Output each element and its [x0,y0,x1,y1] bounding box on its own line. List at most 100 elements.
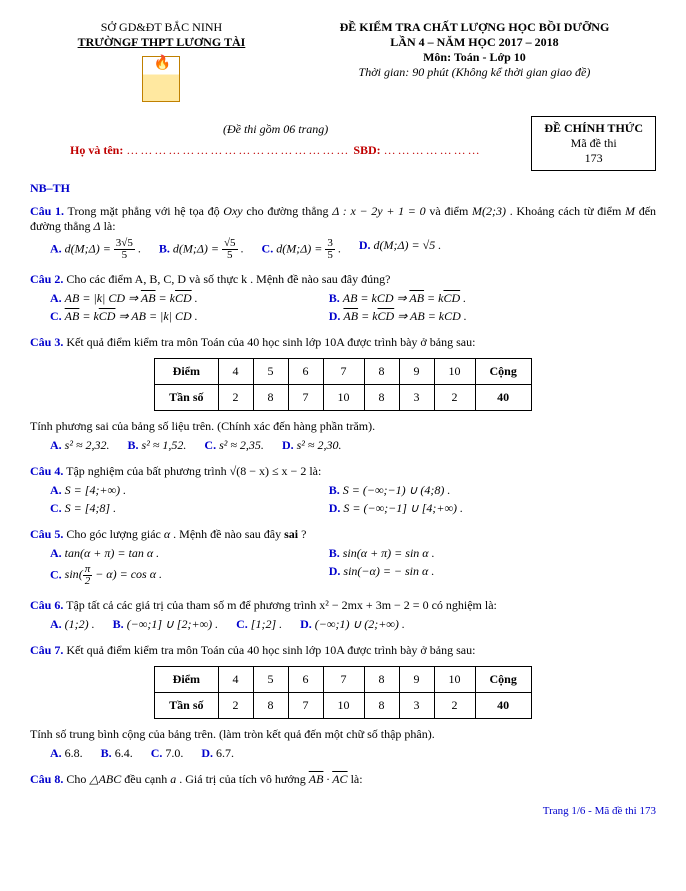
q3-h6: 9 [399,359,434,385]
q3-h8: Cộng [475,359,531,385]
q3-C-l: C. [204,438,216,452]
header-right: ĐỀ KIỂM TRA CHẤT LƯỢNG HỌC BỒI DƯỠNG LẦN… [293,20,656,108]
sbd-dots: ………………… [384,143,482,157]
q7-h1: 4 [218,667,253,693]
q2-A-label: A. [50,291,62,305]
q2-choices: A. AB = |k| CD ⇒ AB = kCD . B. AB = kCD … [50,291,656,327]
q7-D: D. 6.7. [201,746,234,761]
q3-D: D. s² ≈ 2,30. [282,438,342,453]
exam-title2: LẦN 4 – NĂM HỌC 2017 – 2018 [293,35,656,50]
q7-r4: 10 [323,693,364,719]
q1-t1: Trong mặt phẳng với hệ tọa độ [68,204,224,218]
q4-C-t: S = [4;8] . [65,501,116,515]
school-logo-icon [142,56,180,102]
q7-choices: A. 6.8. B. 6.4. C. 7.0. D. 6.7. [50,746,656,764]
q1-B-lhs: d(M;Δ) = [173,241,222,255]
q3-C: C. s² ≈ 2,35. [204,438,264,453]
q6-B-l: B. [113,617,124,631]
q7-A-t: 6.8. [65,746,83,760]
q5-t1: Cho góc lượng giác [66,527,164,541]
q1-di: Δ [94,219,101,233]
q3-A-t: s² ≈ 2,32. [65,438,110,452]
q5-B-t: sin(α + π) = sin α . [343,546,435,560]
question-7: Câu 7. Kết quả điểm kiểm tra môn Toán củ… [30,643,656,658]
school-text: TRƯỜNGF THPT LƯƠNG TÀI [30,35,293,50]
q4-C: C. S = [4;8] . [50,501,329,516]
table-row: Điểm 4 5 6 7 8 9 10 Cộng [155,359,532,385]
q5-B-l: B. [329,546,340,560]
q1-C-lhs: d(M;Δ) = [276,241,325,255]
q2-A: A. AB = |k| CD ⇒ AB = kCD . [50,291,329,306]
q5-choices: A. tan(α + π) = tan α . B. sin(α + π) = … [50,546,656,590]
table-row: Tần số 2 8 7 10 8 3 2 40 [155,693,532,719]
q5-sai: sai [284,527,298,541]
q3-table: Điểm 4 5 6 7 8 9 10 Cộng Tần số 2 8 7 10… [154,358,532,411]
q6-choices: A. (1;2) . B. (−∞;1] ∪ [2;+∞) . C. [1;2]… [50,617,656,635]
q2-C: C. AB = kCD ⇒ AB = |k| CD . [50,309,329,324]
q7-h0: Điểm [155,667,218,693]
q8-a: a [170,772,176,786]
q1-B: B. d(M;Δ) = √55 . [159,238,244,261]
q2-D: D. AB = kCD ⇒ AB = kCD . [329,309,608,324]
q7-h3: 6 [288,667,323,693]
q6-A-t: (1;2) . [65,617,95,631]
q7-B-t: 6.4. [115,746,133,760]
q5-C-r: − α) = cos α . [92,567,162,581]
q5-C-l: C. [50,567,62,581]
q5-C: C. sin(π2 − α) = cos α . [50,564,329,587]
name-dots: ………………………………………… [126,143,350,157]
q8-t4: là: [351,772,363,786]
q1-B-d: 5 [222,250,238,261]
q3-A: A. s² ≈ 2,32. [50,438,110,453]
q2-B-label: B. [329,291,340,305]
q3-h4: 7 [323,359,364,385]
exam-code-box: ĐỀ CHÍNH THỨC Mã đề thi 173 [531,116,656,171]
q3-post: Tính phương sai của bảng số liệu trên. (… [30,419,656,434]
q3-r2: 8 [253,385,288,411]
q3-text: Kết quả điểm kiểm tra môn Toán của 40 họ… [66,335,475,349]
code-label: Mã đề thi [544,136,643,151]
q7-text: Kết quả điểm kiểm tra môn Toán của 40 họ… [66,643,475,657]
q7-r7: 2 [434,693,475,719]
q7-h4: 7 [323,667,364,693]
q7-C-t: 7.0. [165,746,183,760]
q3-C-t: s² ≈ 2,35. [219,438,264,452]
exam-time: Thời gian: 90 phút (Không kể thời gian g… [293,65,656,80]
q5-D: D. sin(−α) = − sin α . [329,564,608,587]
q6-C: C. [1;2] . [236,617,282,632]
table-row: Tần số 2 8 7 10 8 3 2 40 [155,385,532,411]
q1-label: Câu 1. [30,204,64,218]
q8-abc: △ABC [89,772,121,786]
q1-C-label: C. [262,241,274,255]
q3-r5: 8 [364,385,399,411]
q7-D-l: D. [201,746,213,760]
q6-D: D. (−∞;1) ∪ (2;+∞) . [300,617,405,632]
q5-B: B. sin(α + π) = sin α . [329,546,608,561]
q1-A-d: 5 [114,250,135,261]
q3-B-l: B. [128,438,139,452]
q3-r4: 10 [323,385,364,411]
q8-t3: . Giá trị của tích vô hướng [179,772,309,786]
q1-A-lhs: d(M;Δ) = [65,241,114,255]
q4-D: D. S = (−∞;−1] ∪ [4;+∞) . [329,501,608,516]
q1-D-label: D. [359,238,371,252]
code-value: 173 [544,151,643,166]
q1-D-text: d(M;Δ) = √5 . [374,238,442,252]
q2-C-label: C. [50,309,62,323]
q6-B-t: (−∞;1] ∪ [2;+∞) . [127,617,218,631]
q1-D: D. d(M;Δ) = √5 . [359,238,441,261]
q5-D-l: D. [329,564,341,578]
q1-C-d: 5 [325,250,335,261]
q4-D-t: S = (−∞;−1] ∪ [4;+∞) . [343,501,463,515]
q1-A: A. d(M;Δ) = 3√55 . [50,238,141,261]
official-label: ĐỀ CHÍNH THỨC [544,121,643,136]
q8-t1: Cho [66,772,89,786]
q5-D-t: sin(−α) = − sin α . [343,564,434,578]
q6-B: B. (−∞;1] ∪ [2;+∞) . [113,617,218,632]
q4-C-l: C. [50,501,62,515]
q4-text: Tập nghiệm của bất phương trình √(8 − x)… [66,464,321,478]
name-label: Họ và tên: [70,143,123,157]
page-footer: Trang 1/6 - Mã đề thi 173 [30,805,656,817]
q6-label: Câu 6. [30,598,63,612]
q3-choices: A. s² ≈ 2,32. B. s² ≈ 1,52. C. s² ≈ 2,35… [50,438,656,456]
